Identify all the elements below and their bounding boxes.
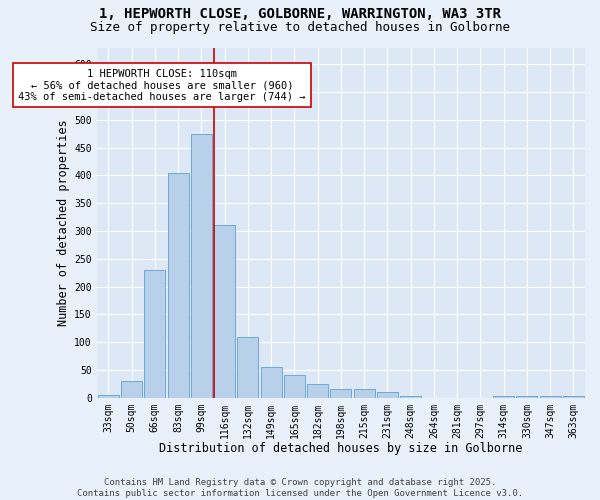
Bar (400, 396, 421, 398)
Bar (493, 396, 514, 398)
Bar (307, 384, 328, 398)
Y-axis label: Number of detached properties: Number of detached properties (57, 120, 70, 326)
Bar (145, 270, 166, 398)
Bar (191, 134, 212, 398)
Text: Size of property relative to detached houses in Golborne: Size of property relative to detached ho… (90, 21, 510, 34)
Bar (214, 226, 235, 398)
X-axis label: Distribution of detached houses by size in Golborne: Distribution of detached houses by size … (159, 442, 523, 455)
Bar (563, 396, 584, 398)
Bar (377, 392, 398, 398)
Bar (539, 396, 560, 398)
Text: Contains HM Land Registry data © Crown copyright and database right 2025.
Contai: Contains HM Land Registry data © Crown c… (77, 478, 523, 498)
Bar (284, 376, 305, 398)
Bar (260, 367, 281, 398)
Text: 1, HEPWORTH CLOSE, GOLBORNE, WARRINGTON, WA3 3TR: 1, HEPWORTH CLOSE, GOLBORNE, WARRINGTON,… (99, 8, 501, 22)
Bar (238, 336, 259, 398)
Bar (121, 381, 142, 398)
Bar (353, 390, 374, 398)
Bar (331, 390, 352, 398)
Text: 1 HEPWORTH CLOSE: 110sqm
← 56% of detached houses are smaller (960)
43% of semi-: 1 HEPWORTH CLOSE: 110sqm ← 56% of detach… (18, 68, 305, 102)
Bar (167, 172, 188, 398)
Bar (517, 396, 538, 398)
Bar (98, 395, 119, 398)
